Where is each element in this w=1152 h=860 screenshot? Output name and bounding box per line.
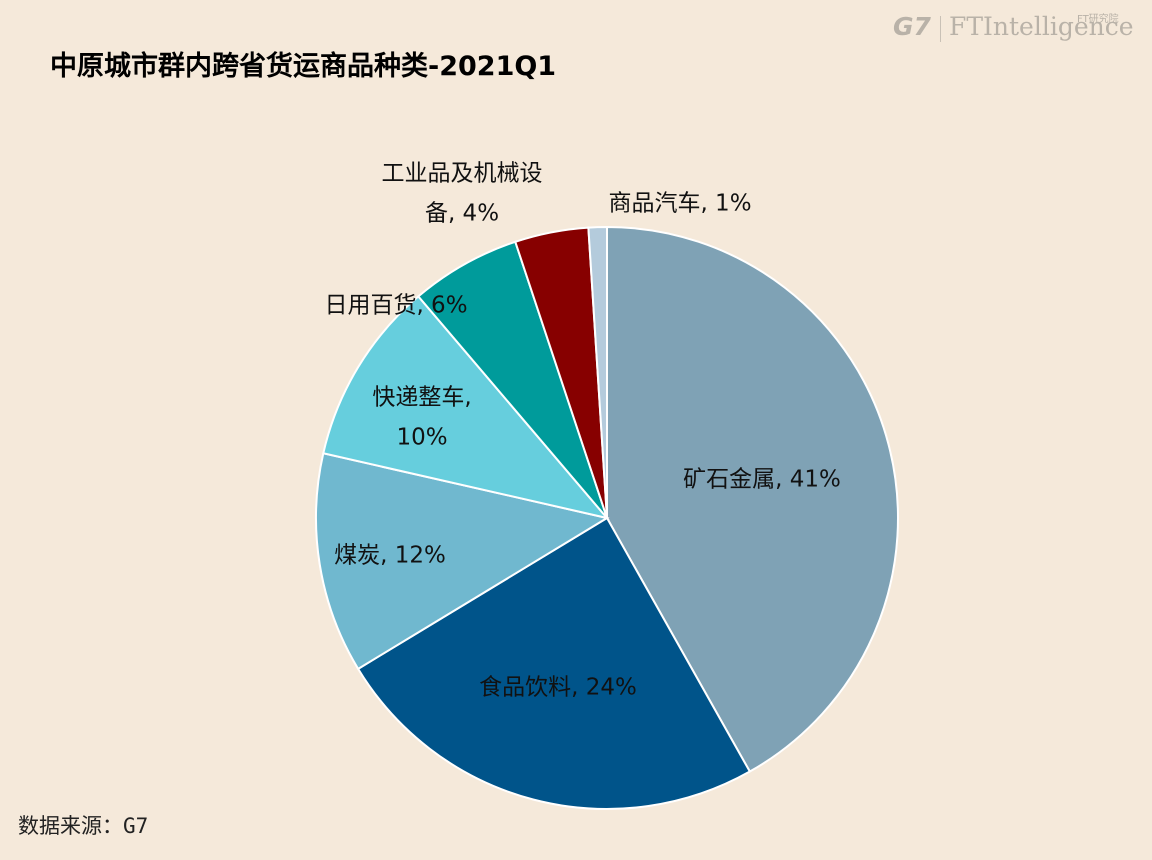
slice-data-label: 日用百货, 6%	[324, 293, 467, 319]
pie-slice	[606, 225, 899, 773]
slice-data-label: 矿石金属, 41%	[683, 467, 841, 493]
ft-intelligence-logo-text: FTIntelligence	[949, 12, 1134, 41]
pie-slice	[356, 516, 752, 810]
slice-data-label: 备, 4%	[425, 201, 499, 227]
chart-title: 中原城市群内跨省货运商品种类-2021Q1	[50, 51, 557, 82]
pie-slice	[322, 295, 610, 520]
slice-data-label: 工业品及机械设	[382, 161, 543, 187]
slice-data-label: 快递整车,	[372, 385, 471, 411]
pie-slice	[587, 225, 608, 519]
g7-logo-text: G7	[893, 12, 931, 41]
slice-data-label: 10%	[396, 425, 447, 451]
pie-slice	[315, 452, 610, 671]
slice-data-label: 煤炭, 12%	[334, 543, 446, 569]
slice-data-label: 食品饮料, 24%	[479, 675, 637, 701]
ft-research-logo-text: FT研究院	[1077, 14, 1119, 25]
brand-logo: G7 FTIntelligence FT研究院	[893, 8, 1134, 48]
logo-divider	[940, 16, 941, 42]
slice-data-label: 商品汽车, 1%	[608, 191, 751, 217]
data-source-note: 数据来源：G7	[18, 814, 149, 838]
